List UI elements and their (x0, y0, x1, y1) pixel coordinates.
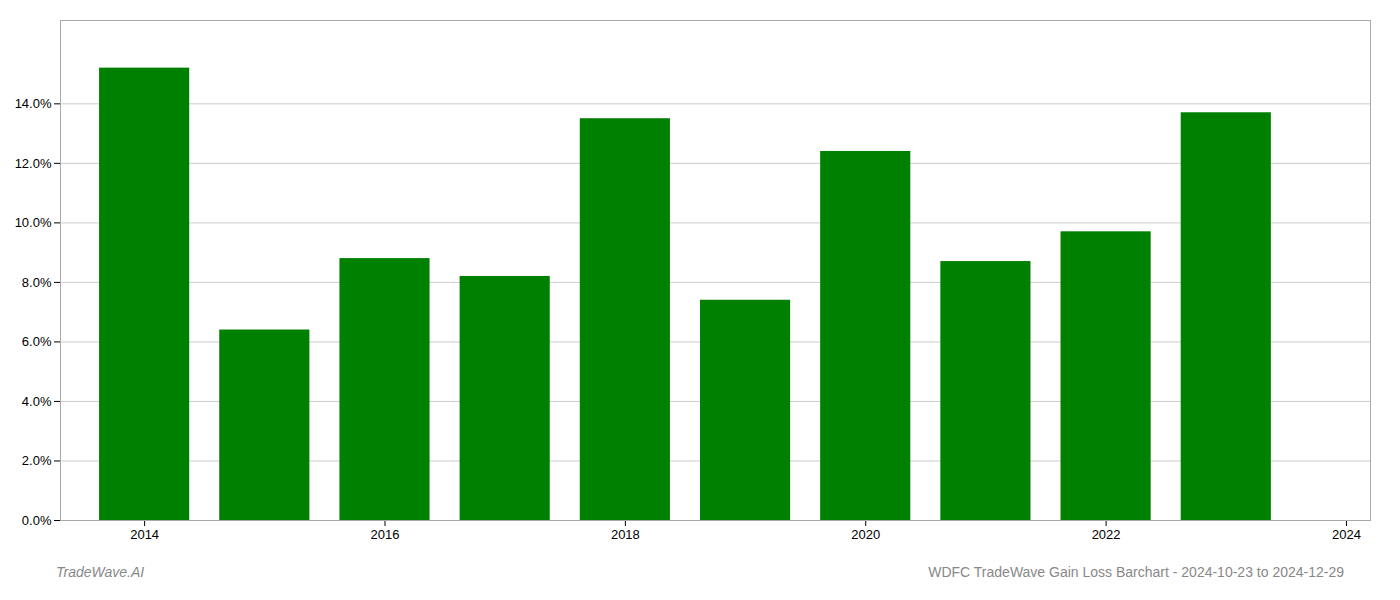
svg-text:0.0%: 0.0% (22, 513, 52, 528)
svg-text:6.0%: 6.0% (22, 334, 52, 349)
svg-text:2.0%: 2.0% (22, 453, 52, 468)
svg-text:2018: 2018 (611, 527, 640, 542)
html-text:TradeWave.AI: TradeWave.AI (56, 564, 145, 580)
svg-text:8.0%: 8.0% (22, 275, 52, 290)
svg-text:2020: 2020 (851, 527, 880, 542)
html-text:WDFC TradeWave Gain Loss Barch: WDFC TradeWave Gain Loss Barchart - 2024… (928, 564, 1344, 580)
svg-text:2024: 2024 (1332, 527, 1361, 542)
svg-text:12.0%: 12.0% (15, 156, 52, 171)
svg-text:4.0%: 4.0% (22, 394, 52, 409)
svg-text:10.0%: 10.0% (15, 215, 52, 230)
svg-text:2014: 2014 (130, 527, 159, 542)
svg-text:2016: 2016 (371, 527, 400, 542)
svg-text:14.0%: 14.0% (15, 96, 52, 111)
svg-text:2022: 2022 (1092, 527, 1121, 542)
